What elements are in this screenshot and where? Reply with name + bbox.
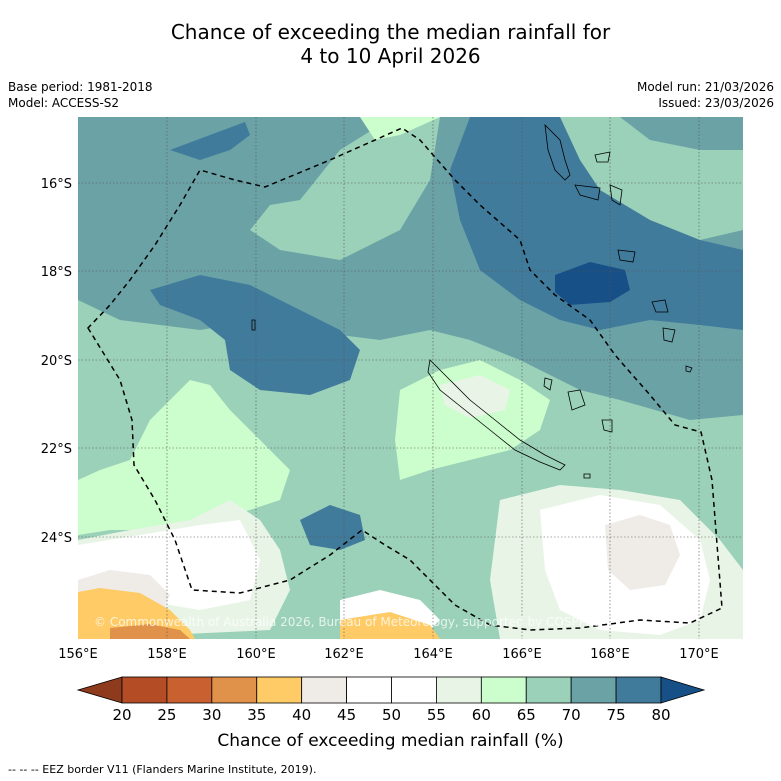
loyalty-islands-coast [543, 377, 553, 391]
field-40-45-se [605, 515, 680, 590]
colorbar-swatch [346, 676, 392, 704]
colorbar-swatch [301, 676, 347, 704]
lat-label: 18°S [41, 265, 72, 280]
model-run: Model run: 21/03/2026 [636, 80, 774, 94]
title-line-2: 4 to 10 April 2026 [300, 44, 481, 68]
longitude-labels: 156°E 158°E 160°E 162°E 164°E 166°E 168°… [58, 647, 719, 662]
graticule [78, 117, 743, 639]
lon-label: 166°E [502, 647, 542, 662]
field-75-80-nw [170, 122, 250, 160]
colorbar-swatch [211, 676, 258, 704]
colorbar-tick-label: 50 [382, 706, 401, 724]
map-title: Chance of exceeding the median rainfall … [0, 20, 781, 68]
field-75-80-east [450, 117, 743, 330]
island-coast [609, 184, 623, 206]
field-35-40-south [340, 612, 440, 639]
probability-field: © Commonwealth of Australia 2026, Bureau… [78, 117, 743, 639]
colorbar-swatch [436, 676, 482, 704]
colorbar-extend-high [660, 676, 706, 704]
island-coast [574, 184, 601, 201]
field-60-65-west [78, 380, 290, 535]
field-80-plus [555, 262, 630, 305]
field-55-60-center [440, 375, 510, 418]
eez-footnote: -- -- -- EEZ border V11 (Flanders Marine… [8, 763, 317, 776]
colorbar-tick-label: 30 [202, 706, 221, 724]
coastlines [251, 123, 693, 479]
island-coast [651, 299, 669, 313]
vanuatu-north-coast [544, 123, 571, 181]
island-coast [583, 473, 591, 479]
lat-label: 22°S [41, 442, 72, 457]
lon-label: 170°E [679, 647, 719, 662]
colorbar-tick-label: 70 [562, 706, 581, 724]
lat-label: 24°S [41, 531, 72, 546]
loyalty-islands-coast [601, 419, 613, 433]
base-period: Base period: 1981-2018 [8, 80, 153, 94]
colorbar-swatch [570, 676, 617, 704]
colorbar-tick-label: 20 [112, 706, 131, 724]
colorbar-swatch [256, 676, 303, 704]
colorbar-swatch [391, 676, 437, 704]
island-coast [685, 365, 693, 373]
field-35-40 [78, 588, 195, 639]
lat-label: 16°S [41, 177, 72, 192]
colorbar-swatch [480, 676, 527, 704]
field-75-80-west [150, 275, 360, 395]
colorbar-swatch [121, 676, 168, 704]
lon-label: 162°E [324, 647, 364, 662]
reef-coast [251, 319, 256, 331]
copyright-notice: © Commonwealth of Australia 2026, Bureau… [94, 615, 599, 629]
eez-border [87, 127, 723, 631]
title-line-1: Chance of exceeding the median rainfall … [170, 20, 611, 44]
island-coast [617, 249, 636, 263]
island-coast [594, 151, 611, 163]
colorbar-swatch [525, 676, 572, 704]
field-65-70-north [250, 117, 440, 260]
colorbar-swatch [615, 676, 662, 704]
field-30-35 [110, 624, 190, 639]
colorbar-tick-label: 40 [292, 706, 311, 724]
latitude-labels: 16°S 18°S 20°S 22°S 24°S [41, 177, 72, 546]
colorbar-tick-label: 60 [472, 706, 491, 724]
colorbar-extend-low [76, 676, 123, 704]
new-caledonia-coast [427, 359, 566, 471]
lon-label: 164°E [413, 647, 453, 662]
colorbar-tick-label: 65 [517, 706, 536, 724]
colorbar-tick-label: 25 [157, 706, 176, 724]
field-60-65-center [395, 360, 550, 480]
colorbar-tick-label: 75 [607, 706, 626, 724]
colorbar-tick-label: 80 [651, 706, 670, 724]
loyalty-islands-coast [567, 389, 586, 411]
colorbar-tick-label: 55 [427, 706, 446, 724]
lat-label: 20°S [41, 354, 72, 369]
colorbar: 20 25 30 35 40 45 50 55 60 65 70 75 80 [76, 676, 706, 724]
lon-label: 156°E [58, 647, 98, 662]
colorbar-tick-label: 35 [247, 706, 266, 724]
field-75-80-south [300, 505, 365, 550]
lon-label: 168°E [590, 647, 630, 662]
island-coast [662, 327, 676, 343]
lon-label: 160°E [236, 647, 276, 662]
colorbar-swatch [166, 676, 213, 704]
metadata-right: Model run: 21/03/2026 Issued: 23/03/2026 [637, 79, 774, 111]
colorbar-label: Chance of exceeding median rainfall (%) [217, 731, 564, 751]
metadata-left: Base period: 1981-2018 Model: ACCESS-S2 [8, 79, 153, 111]
issued-date: Issued: 23/03/2026 [658, 96, 774, 110]
colorbar-tick-label: 45 [337, 706, 356, 724]
model-name: Model: ACCESS-S2 [8, 96, 120, 110]
lon-label: 158°E [147, 647, 187, 662]
